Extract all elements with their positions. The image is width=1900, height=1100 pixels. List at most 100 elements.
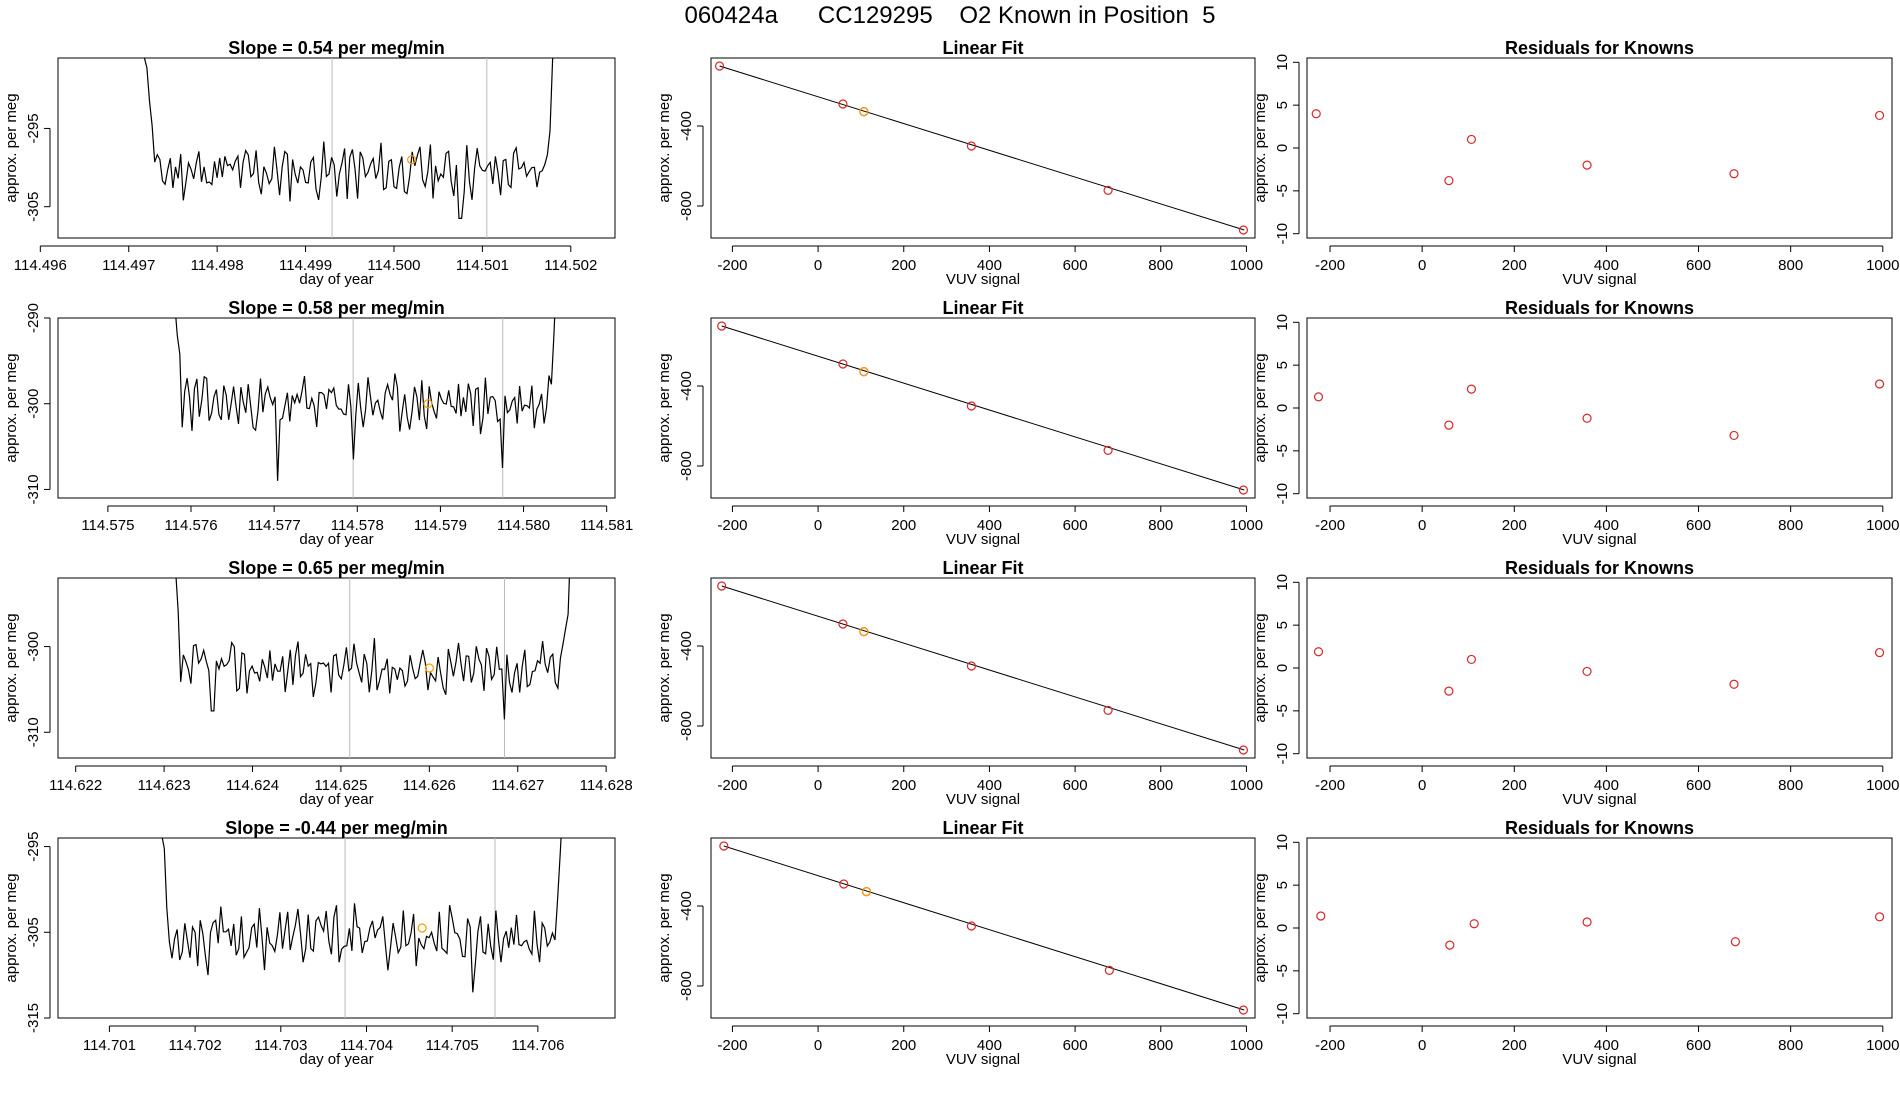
residual-point xyxy=(1582,917,1592,927)
residual-point xyxy=(1313,392,1324,402)
residuals-y-tick-label: 0 xyxy=(1274,144,1291,152)
residual-point xyxy=(1874,110,1885,121)
known-point xyxy=(839,879,849,889)
residuals-title: Residuals for Knowns xyxy=(1505,38,1694,58)
time-series-x-tick-label: 114.701 xyxy=(83,1037,136,1054)
residuals-x-tick-label: 1000 xyxy=(1866,257,1899,274)
time-series-frame xyxy=(57,57,616,239)
time-series-line xyxy=(143,58,554,219)
time-series-x-tick-label: 114.624 xyxy=(226,777,279,794)
sample-point xyxy=(859,626,869,637)
linear-fit-x-tick-label: 0 xyxy=(814,1037,822,1054)
linear-fit-y-tick-label: -800 xyxy=(678,451,695,481)
time-series-line xyxy=(161,838,562,993)
time-series-y-tick-label: -315 xyxy=(25,1003,42,1033)
time-series-ylabel: approx. per meg xyxy=(3,873,20,982)
residuals-y-tick-label: -5 xyxy=(1274,444,1291,457)
known-point xyxy=(966,921,977,931)
time-series-y-tick-label: -305 xyxy=(25,192,42,222)
linear-fit-xlabel: VUV signal xyxy=(946,1051,1020,1068)
time-series-ylabel: approx. per meg xyxy=(3,353,20,462)
linear-fit-y-tick-label: -800 xyxy=(678,971,695,1001)
fit-line xyxy=(721,585,1245,751)
residuals-x-tick-label: -200 xyxy=(1315,1037,1345,1054)
linear-fit-title: Linear Fit xyxy=(942,558,1023,578)
residual-point xyxy=(1874,912,1885,922)
residuals-frame xyxy=(1306,57,1893,239)
linear-fit-x-tick-label: 800 xyxy=(1148,257,1173,274)
fit-line xyxy=(719,65,1245,231)
residuals-panel: Residuals for Knowns-200 0 200 400 600 800 100… xyxy=(1252,38,1899,288)
plot-row-3: Slope = 0.65 per meg/min 114.622 114.623 11… xyxy=(3,558,1899,808)
residuals-x-tick-label: 800 xyxy=(1778,257,1803,274)
linear-fit-x-tick-label: 400 xyxy=(977,777,1002,794)
linear-fit-title: Linear Fit xyxy=(942,38,1023,58)
linear-fit-y-tick-label: -400 xyxy=(678,891,695,921)
plot-row-1: Slope = 0.54 per meg/min 114.496 114.497 11… xyxy=(3,38,1899,288)
residuals-x-tick-label: 600 xyxy=(1686,517,1711,534)
time-series-y-tick-label: -310 xyxy=(25,474,42,504)
time-series-x-tick-label: 114.628 xyxy=(580,777,633,794)
time-series-y-tick-label: -295 xyxy=(25,832,42,862)
time-series-x-tick-label: 114.497 xyxy=(102,257,155,274)
linear-fit-x-tick-label: 1000 xyxy=(1230,257,1263,274)
time-series-y-tick-label: -305 xyxy=(25,917,42,947)
residuals-x-tick-label: 400 xyxy=(1594,517,1619,534)
sample-mean-point xyxy=(417,923,427,933)
residual-point xyxy=(1874,379,1885,389)
residuals-y-tick-label: 0 xyxy=(1274,664,1291,672)
residuals-x-tick-label: -200 xyxy=(1315,517,1345,534)
time-series-x-tick-label: 114.627 xyxy=(491,777,544,794)
residual-point xyxy=(1311,109,1321,119)
linear-fit-x-tick-label: -200 xyxy=(717,1037,747,1054)
time-series-y-tick-label: -300 xyxy=(25,632,42,662)
known-point xyxy=(1238,485,1249,495)
linear-fit-y-tick-label: -800 xyxy=(678,191,695,221)
known-point xyxy=(717,321,727,331)
time-series-ylabel: approx. per meg xyxy=(3,93,20,202)
residual-point xyxy=(1729,169,1739,179)
residuals-xlabel: VUV signal xyxy=(1562,271,1636,288)
linear-fit-y-tick-label: -400 xyxy=(678,371,695,401)
residuals-panel: Residuals for Knowns-200 0 200 400 600 800 100… xyxy=(1252,818,1899,1068)
linear-fit-panel: Linear Fit -200 0 200 400 600 800 1000 VUV signa… xyxy=(656,818,1263,1068)
sample-point xyxy=(859,367,869,377)
linear-fit-frame xyxy=(710,57,1256,239)
residuals-frame xyxy=(1306,577,1893,759)
residuals-y-tick-label: 5 xyxy=(1274,101,1291,109)
residual-point xyxy=(1444,686,1454,696)
linear-fit-y-tick-label: -800 xyxy=(678,711,695,741)
residuals-xlabel: VUV signal xyxy=(1562,531,1636,548)
time-series-x-tick-label: 114.500 xyxy=(367,257,420,274)
residuals-ylabel: approx. per meg xyxy=(1252,93,1269,202)
time-series-x-tick-label: 114.706 xyxy=(511,1037,564,1054)
linear-fit-xlabel: VUV signal xyxy=(946,271,1020,288)
time-series-x-tick-label: 114.702 xyxy=(169,1037,222,1054)
residuals-x-tick-label: 0 xyxy=(1418,1037,1426,1054)
residual-point xyxy=(1582,160,1592,170)
residuals-y-tick-label: -5 xyxy=(1274,964,1291,977)
residuals-x-tick-label: 400 xyxy=(1594,777,1619,794)
residuals-x-tick-label: 400 xyxy=(1594,257,1619,274)
residuals-x-tick-label: 1000 xyxy=(1866,777,1899,794)
linear-fit-y-tick-label: -400 xyxy=(678,631,695,661)
residual-point xyxy=(1466,384,1477,394)
residuals-y-tick-label: 5 xyxy=(1274,881,1291,889)
residual-point xyxy=(1582,666,1592,677)
time-series-x-tick-label: 114.501 xyxy=(456,257,509,274)
time-series-frame xyxy=(57,837,616,1019)
time-series-x-tick-label: 114.575 xyxy=(81,517,134,534)
sample-mean-point xyxy=(407,155,417,165)
linear-fit-x-tick-label: 200 xyxy=(891,257,916,274)
time-series-x-tick-label: 114.705 xyxy=(426,1037,479,1054)
linear-fit-title: Linear Fit xyxy=(942,298,1023,318)
residuals-frame xyxy=(1306,317,1893,499)
sample-mean-point xyxy=(424,663,434,673)
linear-fit-x-tick-label: 600 xyxy=(1063,257,1088,274)
residual-point xyxy=(1582,413,1592,423)
time-series-panel: Slope = 0.54 per meg/min 114.496 114.497 11… xyxy=(3,38,616,288)
known-point xyxy=(1103,185,1113,195)
linear-fit-ylabel: approx. per meg xyxy=(656,93,673,202)
time-series-frame xyxy=(57,577,616,759)
